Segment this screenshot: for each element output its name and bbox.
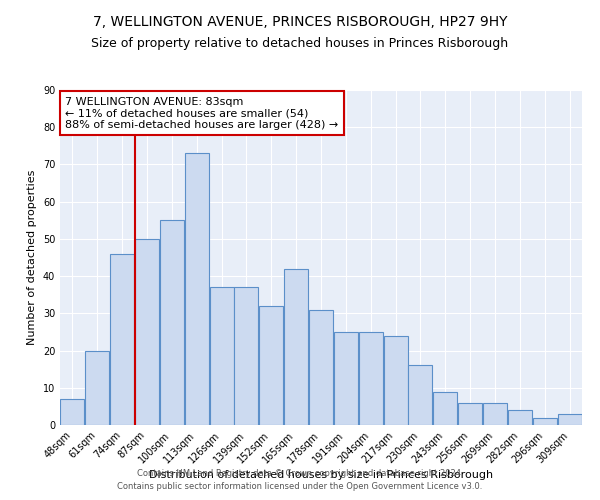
- Bar: [85, 350, 109, 425]
- Bar: [160, 220, 184, 425]
- Bar: [259, 306, 283, 425]
- Y-axis label: Number of detached properties: Number of detached properties: [27, 170, 37, 345]
- Bar: [359, 332, 383, 425]
- Text: Contains public sector information licensed under the Open Government Licence v3: Contains public sector information licen…: [118, 482, 482, 491]
- Text: 7, WELLINGTON AVENUE, PRINCES RISBOROUGH, HP27 9HY: 7, WELLINGTON AVENUE, PRINCES RISBOROUGH…: [93, 15, 507, 29]
- Text: Size of property relative to detached houses in Princes Risborough: Size of property relative to detached ho…: [91, 38, 509, 51]
- Bar: [409, 366, 433, 425]
- Bar: [557, 414, 581, 425]
- Bar: [334, 332, 358, 425]
- Bar: [110, 254, 134, 425]
- Text: 7 WELLINGTON AVENUE: 83sqm
← 11% of detached houses are smaller (54)
88% of semi: 7 WELLINGTON AVENUE: 83sqm ← 11% of deta…: [65, 96, 338, 130]
- Bar: [433, 392, 457, 425]
- Bar: [458, 402, 482, 425]
- Bar: [533, 418, 557, 425]
- Bar: [508, 410, 532, 425]
- Bar: [483, 402, 507, 425]
- Bar: [284, 268, 308, 425]
- Bar: [383, 336, 407, 425]
- X-axis label: Distribution of detached houses by size in Princes Risborough: Distribution of detached houses by size …: [149, 470, 493, 480]
- Text: Contains HM Land Registry data © Crown copyright and database right 2024.: Contains HM Land Registry data © Crown c…: [137, 468, 463, 477]
- Bar: [309, 310, 333, 425]
- Bar: [209, 288, 233, 425]
- Bar: [185, 154, 209, 425]
- Bar: [235, 288, 259, 425]
- Bar: [135, 239, 159, 425]
- Bar: [61, 399, 85, 425]
